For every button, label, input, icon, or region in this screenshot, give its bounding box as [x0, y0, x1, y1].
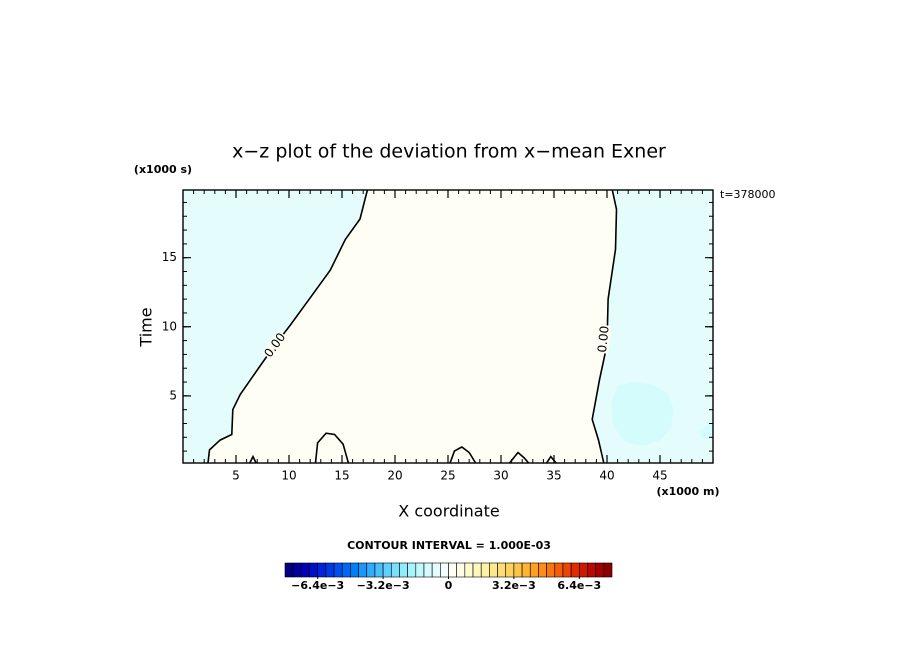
- colorbar-tick-label: −3.2e−3: [357, 579, 410, 592]
- colorbar-cell: [317, 562, 327, 578]
- colorbar-cell: [341, 562, 351, 578]
- x-tick-label: 40: [599, 469, 614, 483]
- x-tick-label: 10: [281, 469, 296, 483]
- colorbar-cell: [513, 562, 523, 578]
- colorbar-cell: [546, 562, 556, 578]
- colorbar-cell: [440, 562, 449, 578]
- shaded-region: [611, 382, 674, 446]
- plot-area: [183, 190, 713, 463]
- y-tick-label: 10: [162, 319, 177, 333]
- colorbar-cell: [529, 562, 539, 578]
- colorbar-cell: [382, 562, 392, 578]
- x-tick-label: 25: [440, 469, 455, 483]
- contour-line: [249, 454, 257, 463]
- colorbar-cell: [423, 562, 433, 578]
- colorbar-cell: [472, 562, 482, 578]
- colorbar-cell: [578, 562, 588, 578]
- colorbar-tick-label: 0: [445, 579, 453, 592]
- contour-line: [314, 432, 350, 463]
- x-unit: (x1000 m): [656, 485, 719, 498]
- colorbar-cell: [325, 562, 335, 578]
- x-axis-label: X coordinate: [398, 502, 499, 521]
- colorbar-cell: [415, 562, 425, 578]
- contour-interval: CONTOUR INTERVAL = 1.000E-03: [347, 539, 551, 552]
- colorbar-cell: [284, 562, 294, 578]
- x-tick-label: 15: [334, 469, 349, 483]
- colorbar-cell: [587, 562, 596, 578]
- colorbar-cell: [554, 562, 564, 578]
- colorbar-cell: [538, 562, 547, 578]
- colorbar-tick-label: −6.4e−3: [291, 579, 344, 592]
- colorbar-cell: [399, 562, 408, 578]
- colorbar-cell: [358, 562, 368, 578]
- colorbar-cell: [562, 562, 572, 578]
- colorbar-cell: [390, 562, 400, 578]
- shaded-region: [699, 422, 713, 439]
- contour-label: 0.00: [595, 325, 612, 353]
- colorbar-cell: [366, 562, 376, 578]
- colorbar-cell: [309, 562, 318, 578]
- contour-label-bg: [596, 324, 612, 354]
- y-unit: (x1000 s): [134, 163, 192, 176]
- contour-line: [508, 451, 530, 463]
- y-tick-label: 15: [162, 250, 177, 264]
- contour-label-bg: [262, 330, 289, 361]
- colorbar-cell: [456, 562, 466, 578]
- colorbar-cell: [448, 562, 457, 578]
- colorbar-cell: [489, 562, 498, 578]
- colorbar-cell: [570, 562, 580, 578]
- filled-region: [208, 190, 617, 463]
- y-axis-label: Time: [137, 307, 156, 347]
- colorbar-cell: [407, 562, 417, 578]
- colorbar-cell: [292, 562, 302, 578]
- x-tick-label: 5: [232, 469, 240, 483]
- colorbar-cell: [595, 562, 605, 578]
- x-tick-label: 45: [652, 469, 667, 483]
- colorbar-cell: [301, 562, 310, 578]
- contour-line: [449, 446, 477, 463]
- chart-title: x−z plot of the deviation from x−mean Ex…: [232, 141, 666, 163]
- x-tick-label: 30: [493, 469, 508, 483]
- colorbar-cell: [505, 562, 515, 578]
- y-tick-label: 5: [169, 388, 177, 402]
- colorbar-cell: [464, 562, 474, 578]
- colorbar-cell: [480, 562, 490, 578]
- colorbar-cell: [521, 562, 531, 578]
- colorbar-tick-label: 3.2e−3: [492, 579, 536, 592]
- colorbar-cell: [497, 562, 507, 578]
- colorbar-tick-label: 6.4e−3: [557, 579, 601, 592]
- colorbar-cell: [350, 562, 359, 578]
- x-tick-label: 20: [387, 469, 402, 483]
- colorbar-cell: [374, 562, 384, 578]
- time-label: t=378000: [720, 188, 776, 201]
- x-tick-label: 35: [546, 469, 561, 483]
- colorbar-cell: [333, 562, 343, 578]
- colorbar-cell: [431, 562, 441, 578]
- colorbar-cell: [603, 562, 613, 578]
